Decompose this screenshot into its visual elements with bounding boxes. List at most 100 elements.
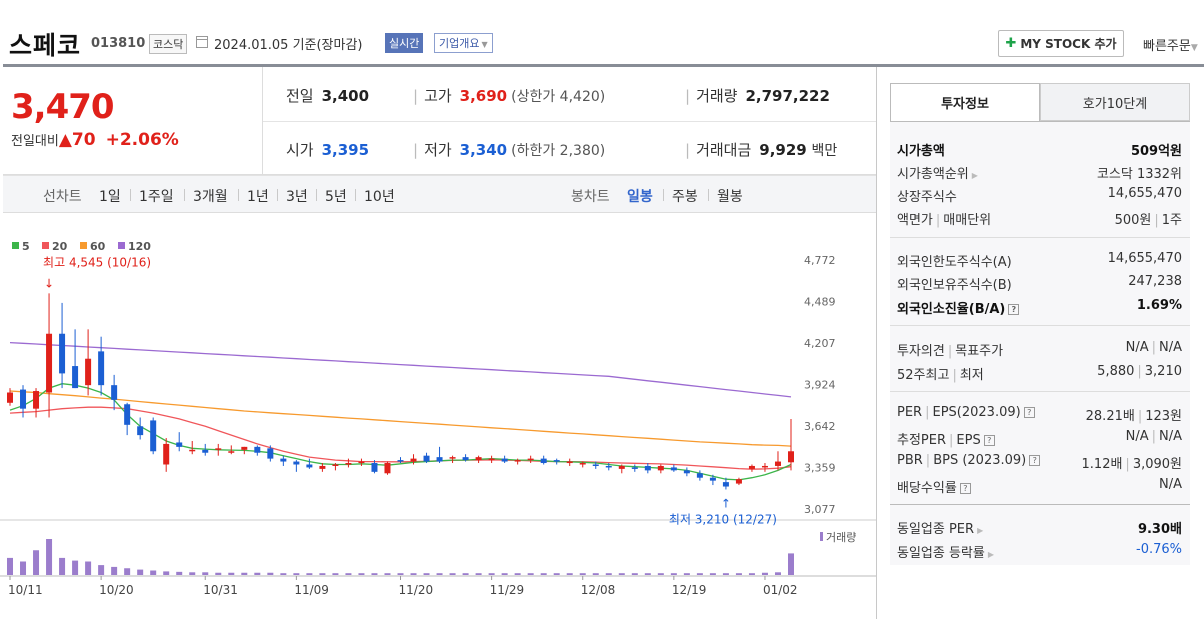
candle-body — [189, 449, 196, 452]
candle-body — [631, 467, 638, 469]
volume-bar — [46, 539, 53, 575]
candle-body — [709, 477, 716, 481]
help-icon[interactable]: ? — [1023, 407, 1035, 418]
candle-body — [202, 449, 209, 453]
volume: | 거래량 2,797,222 — [685, 87, 830, 105]
help-icon[interactable]: ? — [1029, 455, 1041, 466]
volume-bar — [410, 573, 417, 575]
tab-investment-info[interactable]: 투자정보 — [890, 83, 1040, 121]
candle-body — [788, 451, 794, 463]
candle-body — [605, 465, 612, 468]
period-1d[interactable]: 1일 — [99, 189, 121, 205]
period-monthly[interactable]: 월봉 — [717, 189, 743, 205]
candle-body — [98, 351, 105, 386]
period-10y[interactable]: 10년 — [364, 189, 395, 205]
chart-period-bar: 선차트 1일 1주일 3개월 1년 3년 5년 10년 봉차트 일봉 주봉 월봉 — [3, 175, 876, 213]
realtime-button[interactable]: 실시간 — [385, 33, 424, 53]
help-icon[interactable]: ? — [1008, 304, 1020, 315]
volume-bar — [384, 573, 391, 575]
calendar-icon — [196, 36, 208, 48]
period-5y[interactable]: 5년 — [325, 189, 347, 205]
investment-info-panel: 투자정보 호가10단계 시가총액 509억원 시가총액순위 ▶ 코스닥 1332위 상… — [876, 67, 1204, 619]
period-3m[interactable]: 3개월 — [193, 189, 228, 205]
quick-order-menu[interactable]: 빠른주문▼ — [1143, 35, 1198, 54]
period-1y[interactable]: 1년 — [247, 189, 269, 205]
ma60-line — [9, 390, 792, 447]
trade-amount: | 거래대금 9,929 백만 — [685, 141, 838, 159]
volume-bar — [761, 572, 768, 575]
x-tick-label: 11/09 — [294, 583, 329, 597]
volume-bar — [436, 573, 443, 575]
legend-label-120: 120 — [128, 240, 151, 253]
candlestick-chart[interactable]: 5 20 60 120 4,772 4,489 4,207 3,924 3,642 3,359 3,… — [0, 213, 876, 619]
my-stock-label: MY STOCK 추가 — [1020, 37, 1117, 51]
volume-bar — [644, 573, 651, 575]
help-icon[interactable]: ? — [983, 435, 995, 446]
candle-body — [241, 446, 248, 450]
line-chart-label: 선차트 — [43, 189, 82, 205]
candle-body — [46, 333, 53, 393]
legend-swatch-20 — [42, 242, 49, 249]
volume-bar — [241, 572, 248, 575]
candle-body — [176, 442, 183, 447]
period-daily[interactable]: 일봉 — [627, 189, 653, 205]
volume-bar — [358, 573, 365, 575]
candle-body — [345, 463, 352, 465]
volume-bar — [657, 573, 664, 575]
candle-body — [514, 460, 521, 462]
volume-bar — [683, 573, 690, 575]
up-triangle-icon: ▲ — [58, 130, 72, 150]
volume-bar — [59, 557, 66, 575]
volume-bar — [371, 573, 378, 575]
quick-order-label: 빠른주문 — [1143, 39, 1191, 54]
company-overview-dropdown[interactable]: 기업개요 ▼ — [434, 33, 493, 53]
volume-bar — [566, 573, 573, 575]
x-tick-label: 11/29 — [490, 583, 525, 597]
period-1w[interactable]: 1주일 — [139, 189, 174, 205]
tab-order-book-10[interactable]: 호가10단계 — [1040, 83, 1190, 121]
chevron-right-icon: ▶ — [971, 171, 978, 180]
chevron-right-icon: ▶ — [987, 550, 995, 559]
high-annotation: 최고 4,545 (10/16) — [43, 255, 151, 269]
candle-body — [644, 465, 651, 471]
volume-bar — [280, 573, 287, 575]
volume-bar — [501, 573, 508, 575]
y-tick-label: 3,924 — [804, 379, 836, 392]
header-divider — [3, 64, 1204, 67]
candle-body — [475, 457, 482, 461]
chevron-right-icon: ▶ — [977, 526, 984, 535]
low-price: | 저가 3,340 (하한가 2,380) — [413, 141, 606, 159]
candle-body — [579, 463, 586, 465]
volume-bar — [215, 572, 222, 575]
candle-body — [397, 460, 404, 462]
candle-body — [774, 461, 781, 466]
candle-body — [761, 465, 768, 468]
candle-body — [540, 458, 547, 464]
candle-body — [228, 451, 235, 453]
volume-bar — [98, 565, 105, 575]
volume-bar — [332, 573, 339, 575]
volume-bar — [319, 573, 326, 575]
candle-body — [137, 426, 144, 436]
candle-body — [410, 458, 417, 462]
volume-bar — [618, 573, 625, 575]
volume-bar — [137, 569, 144, 575]
volume-bar — [423, 573, 430, 575]
period-weekly[interactable]: 주봉 — [672, 189, 698, 205]
my-stock-add-button[interactable]: ✚ MY STOCK 추가 — [998, 30, 1124, 57]
candle-body — [488, 458, 495, 461]
candle-body — [371, 463, 378, 472]
y-tick-label: 3,359 — [804, 462, 836, 475]
candle-body — [735, 479, 742, 484]
volume-bar — [306, 573, 313, 575]
volume-bar — [254, 572, 261, 575]
x-tick-label: 12/19 — [672, 583, 707, 597]
legend-label-60: 60 — [90, 240, 106, 253]
period-3y[interactable]: 3년 — [286, 189, 308, 205]
legend-swatch-60 — [80, 242, 87, 249]
help-icon[interactable]: ? — [959, 483, 971, 494]
candle-chart-label: 봉차트 — [571, 189, 610, 205]
candle-body — [462, 457, 469, 461]
candle-body — [527, 458, 534, 461]
volume-bar — [85, 561, 92, 575]
